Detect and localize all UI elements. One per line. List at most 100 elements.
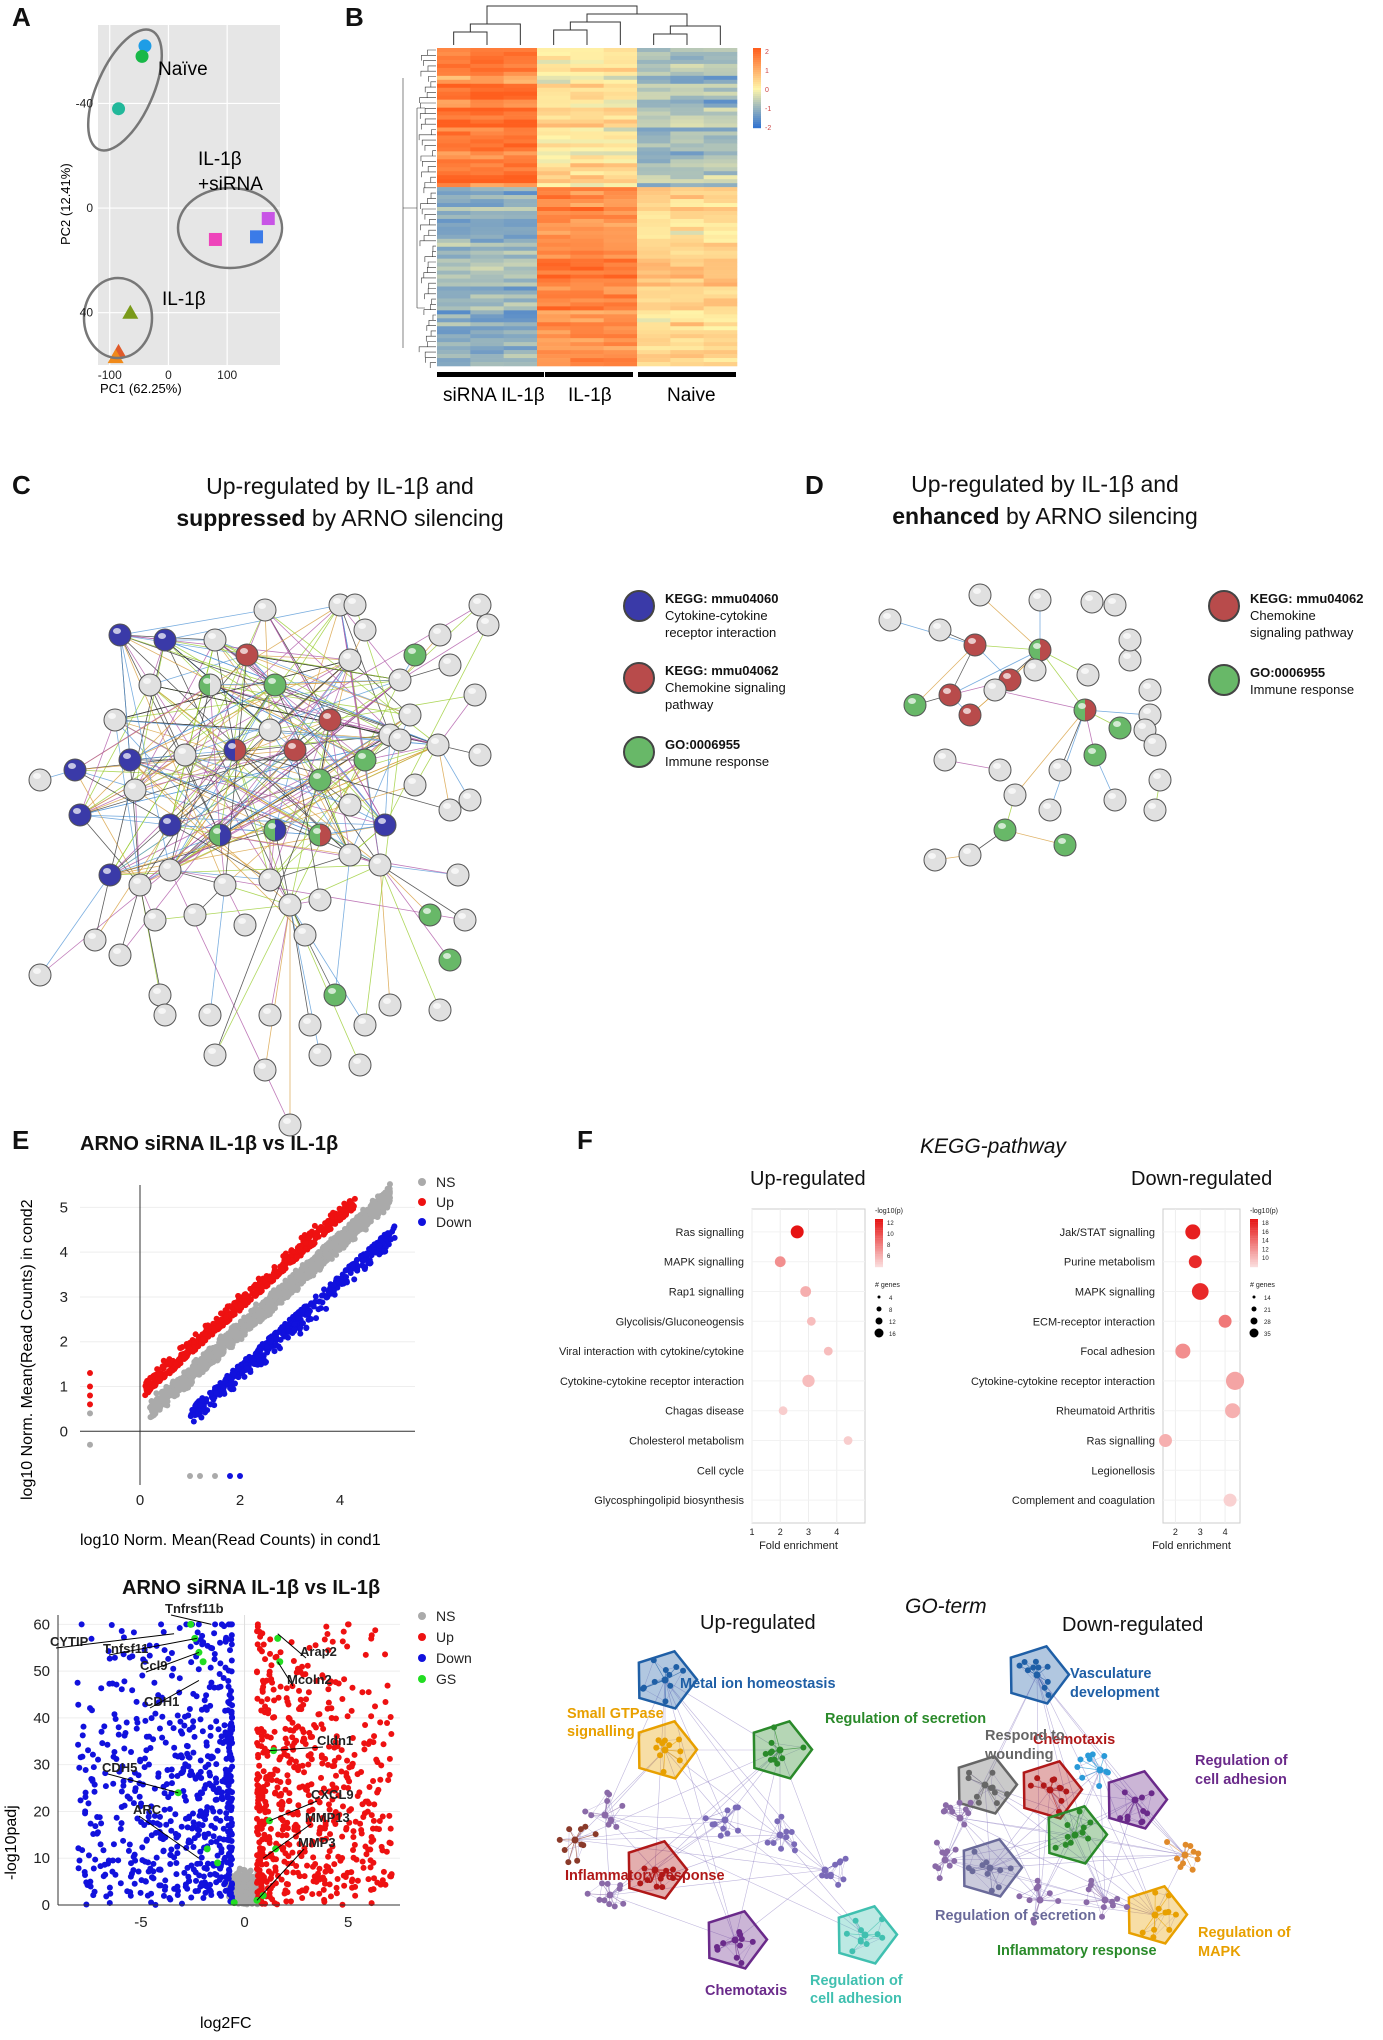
dendrogram-branch [433,251,436,256]
heatmap-cell [504,247,538,251]
heatmap-cell [704,199,738,203]
netc-node [109,624,131,646]
dendrogram-branch [432,130,436,135]
dendrogram-branch [419,135,436,140]
netd-node [994,819,1016,841]
heatmap-cell [470,227,504,231]
netc-node-highlight [178,748,186,754]
heatmap-cell [504,199,538,203]
netc-node [236,644,258,666]
netc-node-highlight [88,933,96,939]
netc-node [124,779,146,801]
e-top-point [308,1316,314,1322]
heatmap-cell [504,128,538,132]
netd-node-slice [1074,699,1085,721]
heatmap-cell [537,80,571,84]
panel-label-d: D [805,470,824,501]
dendrogram-branch [431,82,436,87]
heatmap-cell [437,326,471,330]
netd-node-highlight [1113,721,1121,727]
heatmap-cell [504,251,538,255]
heatmap-cell [604,187,638,191]
heatmap-cell [604,306,638,310]
heatmap-cell [637,267,671,271]
heatmap-cell [537,251,571,255]
heatmap-cell [704,219,738,223]
heatmap-cell [704,338,738,342]
netd-node-highlight [1123,653,1131,659]
heatmap-cell [470,358,504,362]
netc-node [459,789,481,811]
netc-node [29,964,51,986]
heatmap-cell [570,306,604,310]
heatmap-cell [470,76,504,80]
netc-node [154,629,176,651]
heatmap-cell [704,92,738,96]
netd-node-slice [1040,639,1051,661]
e-top-point [191,1419,197,1425]
netd-node-highlight [1085,595,1093,601]
heatmap-cell [704,263,738,267]
heatmap-cell [504,219,538,223]
netc-edge [210,885,225,1015]
heatmap-cell [504,76,538,80]
network-c [20,545,600,1125]
e-top-point [362,1264,368,1270]
e-top-point [229,1342,235,1348]
dendrogram-branch [429,283,436,288]
netc-node [339,649,361,671]
heatmap-cell [470,120,504,124]
legend-d-desc-1: Chemokine signaling pathway [1250,607,1360,641]
heatmap-cell [604,195,638,199]
heatmap-cell [504,322,538,326]
heatmap-cell [437,247,471,251]
e-top-point [288,1278,294,1284]
heatmap-cell [570,318,604,322]
pca-xlabel: PC1 (62.25%) [100,381,182,396]
e-top-point [302,1303,308,1309]
netc-edge [380,865,458,875]
heatmap-cell [604,191,638,195]
heatmap-cell [704,255,738,259]
heatmap-cell [670,151,704,155]
netc-node [447,864,469,886]
heatmap-cell [704,147,738,151]
group-bar-il1b [545,372,633,377]
netc-node-highlight [213,828,221,834]
scale-bar-segment [753,82,761,84]
dendrogram-branch [422,140,436,145]
heatmap-cell [437,84,471,88]
e-top-point [391,1223,397,1229]
e-top-point [216,1324,222,1330]
heatmap-cell [704,283,738,287]
netc-edge [290,905,365,1025]
e-top-point [279,1267,285,1273]
dendrogram-branch [654,26,721,45]
heatmap-cell [537,287,571,291]
heatmap-cell [504,191,538,195]
e-top-point [385,1194,391,1200]
heatmap-cell [570,255,604,259]
heatmap-cell [704,159,738,163]
heatmap-cell [570,211,604,215]
heatmap-cell [437,318,471,322]
heatmap-cell [537,215,571,219]
netc-edge [170,780,320,870]
heatmap-cell [470,231,504,235]
e-top-ytick: 4 [60,1244,68,1261]
e-top-point [304,1271,310,1277]
heatmap-cell [537,219,571,223]
e-top-point [381,1248,387,1254]
heatmap-cell [537,116,571,120]
heatmap-cell [504,330,538,334]
netc-node-highlight [208,1048,216,1054]
heatmap-cell [604,283,638,287]
netc-node-highlight [451,868,459,874]
e-top-point [149,1398,155,1404]
heatmap-cell [537,207,571,211]
heatmap-cell [637,128,671,132]
heatmap-cell [504,263,538,267]
heatmap-cell [437,116,471,120]
heatmap-cell [670,255,704,259]
